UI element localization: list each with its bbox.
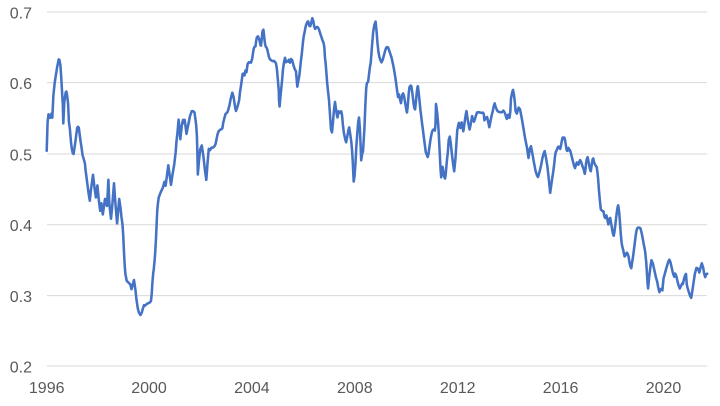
svg-text:2020: 2020: [646, 380, 682, 397]
svg-text:0.6: 0.6: [10, 76, 32, 93]
svg-text:1996: 1996: [29, 380, 65, 397]
svg-text:0.7: 0.7: [10, 5, 32, 22]
svg-text:0.5: 0.5: [10, 147, 32, 164]
svg-text:0.3: 0.3: [10, 289, 32, 306]
svg-text:2000: 2000: [131, 380, 167, 397]
svg-text:0.2: 0.2: [10, 359, 32, 376]
svg-text:2012: 2012: [440, 380, 476, 397]
svg-text:0.4: 0.4: [10, 218, 32, 235]
svg-text:2004: 2004: [234, 380, 270, 397]
svg-text:2008: 2008: [337, 380, 373, 397]
svg-text:2016: 2016: [543, 380, 579, 397]
